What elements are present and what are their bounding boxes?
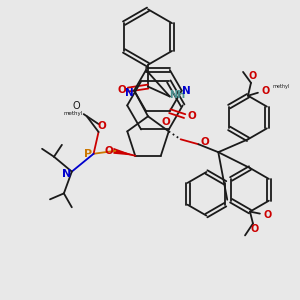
Text: N: N	[125, 88, 134, 98]
Text: N: N	[182, 85, 191, 96]
Text: methyl: methyl	[273, 84, 290, 89]
Text: O: O	[104, 146, 113, 156]
Text: P: P	[84, 149, 92, 159]
Text: O: O	[200, 137, 209, 147]
Text: O: O	[118, 85, 127, 94]
Text: O: O	[187, 111, 196, 121]
Text: O: O	[264, 210, 272, 220]
Text: O: O	[251, 224, 259, 235]
Text: N: N	[62, 169, 71, 178]
Text: methyl: methyl	[63, 111, 82, 116]
Text: O: O	[249, 71, 257, 81]
Text: O: O	[262, 86, 270, 96]
Text: O: O	[97, 121, 106, 131]
Polygon shape	[113, 148, 135, 156]
Text: O: O	[162, 117, 171, 127]
Text: NH: NH	[169, 89, 186, 100]
Text: O: O	[73, 101, 81, 111]
